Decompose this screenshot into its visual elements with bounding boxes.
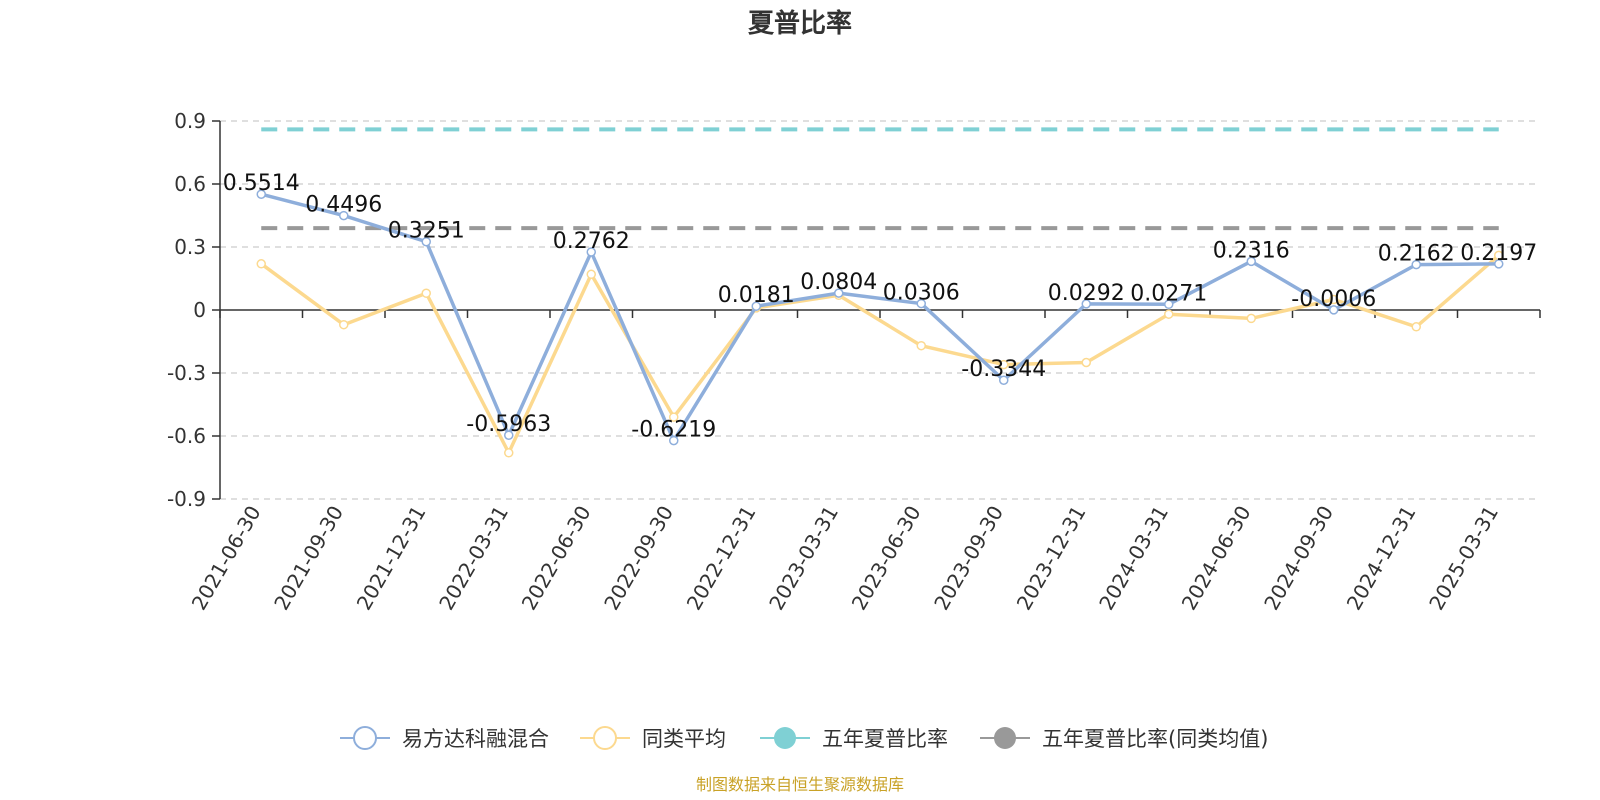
data-point [586,269,596,280]
data-label: 0.0181 [718,283,795,308]
data-label: 0.5514 [223,171,300,196]
x-tick-label: 2023-06-30 [847,502,926,615]
data-point [1164,299,1174,310]
data-point [1329,305,1339,315]
data-label: 0.0271 [1130,281,1207,306]
x-tick-label: 2025-03-31 [1424,502,1503,615]
data-point [421,236,431,247]
x-tick-label: 2024-09-30 [1259,502,1338,615]
legend-marker [994,727,1016,749]
data-point [586,247,596,257]
data-point [916,340,926,351]
data-point [999,359,1009,370]
data-point [834,288,844,298]
x-tick-label: 2022-06-30 [517,502,596,615]
data-point [339,210,349,221]
x-tick-label: 2024-06-30 [1177,502,1256,615]
reference-lines [261,127,1499,231]
series-line [260,192,1499,443]
data-point [1411,259,1421,270]
data-label: 0.2762 [553,229,630,254]
data-point [669,435,679,446]
y-tick-label: 0 [193,298,206,322]
series-line [260,254,1500,455]
data-label: -0.6219 [631,418,716,443]
x-tick-label: 2023-03-31 [764,502,843,615]
y-tick-label: -0.3 [167,361,206,385]
legend-item: 同类平均 [580,726,726,751]
data-point [1329,294,1339,305]
y-tick-label: -0.9 [167,487,206,511]
legend: 易方达科融混合 同类平均 五年夏普比率 五年夏普比率(同类均值) [340,726,1268,751]
legend-label: 五年夏普比率 [822,727,948,751]
data-label: -0.0006 [1291,287,1376,312]
series-lines [256,189,1504,458]
legend-item: 五年夏普比率(同类均值) [980,727,1268,751]
legend-item: 易方达科融混合 [340,726,549,751]
data-point [669,412,679,422]
y-tick-label: -0.6 [167,424,206,448]
data-label: 0.2162 [1378,242,1455,267]
x-tick-label: 2021-09-30 [269,502,348,615]
x-tick-label: 2023-12-31 [1012,502,1091,615]
data-label: 0.0804 [800,270,877,295]
data-label: 0.0292 [1048,281,1125,306]
data-point [1411,322,1421,332]
data-point [1246,313,1256,324]
data-point [751,301,761,311]
y-tick-label: 0.9 [174,109,206,133]
source-note: 制图数据来自恒生聚源数据库 [696,775,904,794]
chart-title: 夏普比率 [748,8,852,39]
data-label: 0.4496 [305,193,382,218]
legend-marker [593,726,617,750]
data-point [256,259,266,269]
data-point [916,298,926,309]
data-point [1246,256,1256,267]
legend-item: 五年夏普比率 [760,727,948,751]
data-point [504,448,514,458]
data-label: -0.5963 [466,412,551,437]
data-point [1494,259,1504,269]
data-label: 0.2197 [1460,241,1537,266]
data-point [256,189,266,199]
grid-lines [220,120,1540,500]
data-label: -0.3344 [961,357,1046,382]
legend-marker [774,727,796,749]
legend-label: 五年夏普比率(同类均值) [1042,727,1268,751]
data-point [1081,357,1091,368]
data-point [339,319,349,330]
x-tick-label: 2024-03-31 [1094,502,1173,615]
data-label: 0.0306 [883,281,960,306]
data-point [421,288,431,298]
data-label: 0.3251 [388,219,465,244]
y-tick-label: 0.3 [174,235,206,259]
x-tick-label: 2022-09-30 [599,502,678,615]
x-tick-label: 2022-12-31 [682,502,761,615]
x-tick-label: 2022-03-31 [434,502,513,615]
data-point [1081,299,1091,309]
data-label: 0.2316 [1213,238,1290,263]
data-point [504,430,514,440]
legend-label: 同类平均 [642,727,726,751]
data-point [999,375,1009,385]
legend-marker [353,726,377,750]
x-tick-label: 2021-06-30 [187,502,266,615]
x-tick-label: 2021-12-31 [352,502,431,615]
x-tick-label: 2024-12-31 [1342,502,1421,615]
y-tick-label: 0.6 [174,172,206,196]
legend-label: 易方达科融混合 [402,727,549,751]
x-tick-label: 2023-09-30 [929,502,1008,615]
data-point [1164,309,1174,319]
